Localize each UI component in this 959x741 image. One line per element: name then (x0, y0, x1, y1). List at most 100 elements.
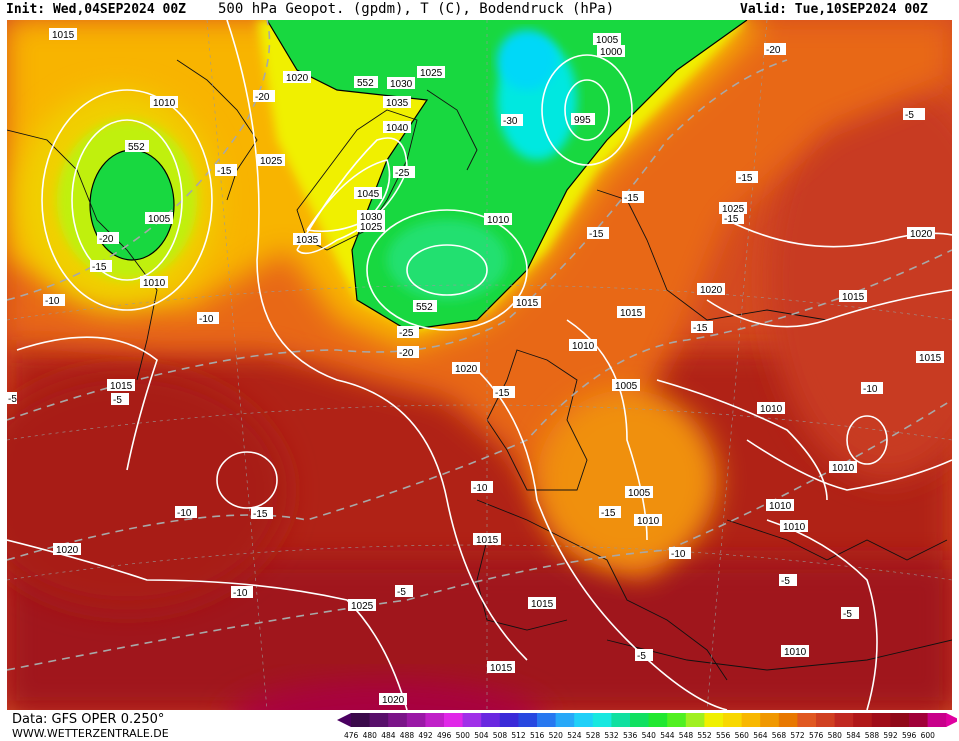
isobar-label: 1015 (919, 353, 942, 364)
isobar-label: 995 (574, 115, 591, 126)
legend-swatch (481, 713, 501, 727)
isobar-label: 1020 (910, 229, 933, 240)
init-time: Init: Wed,04SEP2024 00Z (6, 2, 187, 17)
legend-swatch (388, 713, 408, 727)
isobar-label: 1025 (722, 204, 745, 215)
temp-label: -15 (589, 229, 604, 240)
legend-tick-label: 596 (902, 731, 917, 740)
isobar-label: 1020 (455, 364, 478, 375)
temp-label: -5 (843, 609, 852, 620)
temperature-labels: -20 -15 -20 -15 -10 -10 -5 -20 -25 -20 -… (7, 43, 925, 662)
legend-swatch (685, 713, 705, 727)
legend-swatch (574, 713, 594, 727)
weather-map: 1015 1010 552 1005 1010 1015 1020 1025 1… (7, 20, 952, 710)
isobar-label: 1010 (783, 522, 806, 533)
legend-swatch (667, 713, 687, 727)
legend-tick-label: 552 (697, 731, 712, 740)
legend-tick-label: 512 (511, 731, 526, 740)
isobar-label: 1010 (487, 215, 510, 226)
legend-swatch (853, 713, 873, 727)
temp-label: -25 (395, 168, 410, 179)
legend-swatch (425, 713, 445, 727)
legend-swatch (462, 713, 482, 727)
isobar-label: 1005 (148, 214, 171, 225)
legend-tick-label: 480 (362, 731, 377, 740)
isobar-labels: 1015 1010 552 1005 1010 1015 1020 1025 1… (49, 28, 944, 706)
legend-tick-label: 548 (678, 731, 694, 740)
temp-label: -5 (905, 110, 914, 121)
legend-tick-label: 564 (753, 731, 768, 740)
legend-swatch (909, 713, 928, 727)
legend-ticks: 476 480 484 488 492 496 500 504 508 512 516 520 524 5… (340, 731, 959, 741)
isobar-label: 1015 (490, 663, 513, 674)
legend-swatch (630, 713, 649, 727)
legend-tick-label: 476 (344, 731, 359, 740)
legend-tick-label: 516 (530, 731, 545, 740)
temp-label: -10 (199, 314, 214, 325)
temp-label: -5 (113, 395, 122, 406)
map-title: 500 hPa Geopot. (gpdm), T (C), Bodendruc… (218, 1, 615, 17)
legend-swatch (741, 713, 761, 727)
grid-lines (7, 20, 952, 710)
isobar-label: 1010 (572, 341, 595, 352)
legend-tick-label: 592 (883, 731, 898, 740)
isobar-label: 1025 (260, 156, 283, 167)
legend-tick-label: 588 (864, 731, 880, 740)
legend-swatch (369, 713, 389, 727)
legend-swatch (499, 713, 519, 727)
temp-label: -15 (624, 193, 639, 204)
isobar-label: 1010 (143, 278, 166, 289)
isobar-label: 1010 (760, 404, 783, 415)
isobar-label: 1015 (620, 308, 643, 319)
isobar-label: 1010 (637, 516, 660, 527)
legend-swatch (518, 713, 538, 727)
temp-label: -15 (724, 214, 739, 225)
temp-label: -15 (92, 262, 107, 273)
temp-label: -15 (253, 509, 268, 520)
temp-label: -15 (738, 173, 753, 184)
legend-tick-label: 524 (567, 731, 582, 740)
temp-label: -20 (399, 348, 414, 359)
temp-label: -10 (671, 549, 686, 560)
temp-label: -5 (8, 394, 17, 405)
isobar-label: 1005 (615, 381, 638, 392)
isobar-label: 1005 (628, 488, 651, 499)
isobars (7, 20, 952, 710)
legend-tick-label: 556 (716, 731, 731, 740)
isobar-label: 1035 (386, 98, 409, 109)
isobar-label: 552 (357, 78, 374, 89)
legend-tick-label: 536 (623, 731, 638, 740)
isobar-label: 1030 (390, 79, 413, 90)
isobar-label: 1000 (600, 47, 623, 58)
isotherms (7, 20, 952, 671)
legend-tick-label: 584 (846, 731, 861, 740)
temp-label: -5 (397, 587, 406, 598)
legend-swatch (871, 713, 891, 727)
legend-swatch (704, 713, 724, 727)
temp-label: -15 (217, 166, 232, 177)
legend-tick-label: 540 (641, 731, 656, 740)
legend-swatch (927, 713, 947, 727)
legend-tick-label: 580 (827, 731, 842, 740)
temp-label: -10 (45, 296, 60, 307)
legend-tick-label: 484 (381, 731, 396, 740)
isobar-label: 552 (128, 142, 145, 153)
website-link[interactable]: WWW.WETTERZENTRALE.DE (12, 727, 169, 740)
legend-swatch (760, 713, 780, 727)
isobar-label: 1015 (110, 381, 133, 392)
legend-tick-label: 560 (734, 731, 749, 740)
isobar-label: 1010 (153, 98, 176, 109)
isobar-label: 1020 (382, 695, 405, 706)
temp-label: -10 (233, 588, 248, 599)
legend-swatch (723, 713, 742, 727)
temp-label: -5 (781, 576, 790, 587)
legend-swatch (648, 713, 668, 727)
legend-tick-label: 500 (455, 731, 470, 740)
isobar-label: 1025 (420, 68, 443, 79)
isobar-label: 1025 (360, 222, 383, 233)
isobar-label: 1015 (476, 535, 499, 546)
legend-swatch (778, 713, 798, 727)
legend-tick-label: 488 (399, 731, 415, 740)
legend-swatch (890, 713, 910, 727)
isobar-label: 1015 (516, 298, 539, 309)
